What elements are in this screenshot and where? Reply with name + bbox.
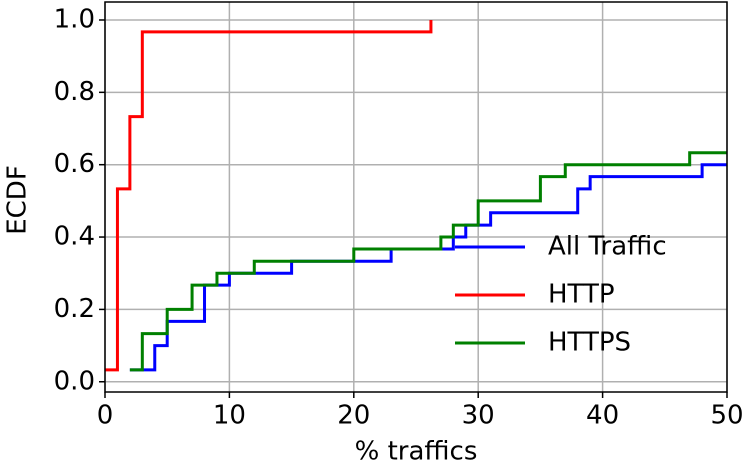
y-tick-label: 0.4 xyxy=(54,222,95,252)
step-line xyxy=(129,151,727,372)
step-line xyxy=(105,19,433,372)
x-tick-label: 30 xyxy=(462,401,495,431)
x-tick-label: 10 xyxy=(213,401,246,431)
x-tick-label: 40 xyxy=(586,401,619,431)
y-tick-label: 1.0 xyxy=(54,4,95,34)
step-line xyxy=(129,163,727,372)
y-tick-label: 0.8 xyxy=(54,77,95,107)
plot-frame xyxy=(104,1,728,393)
x-tick-label: 20 xyxy=(337,401,370,431)
legend-label: All Traffic xyxy=(548,232,667,262)
legend-label: HTTP xyxy=(548,280,615,310)
legend-label: HTTPS xyxy=(548,328,631,358)
y-tick-label: 0.6 xyxy=(54,149,95,179)
x-axis-label: % traffics xyxy=(355,437,478,467)
x-tick-label: 0 xyxy=(97,401,114,431)
y-tick-label: 0.0 xyxy=(54,366,95,396)
y-tick-label: 0.2 xyxy=(54,294,95,324)
x-tick-label: 50 xyxy=(710,401,743,431)
y-axis-label: ECDF xyxy=(3,165,33,235)
